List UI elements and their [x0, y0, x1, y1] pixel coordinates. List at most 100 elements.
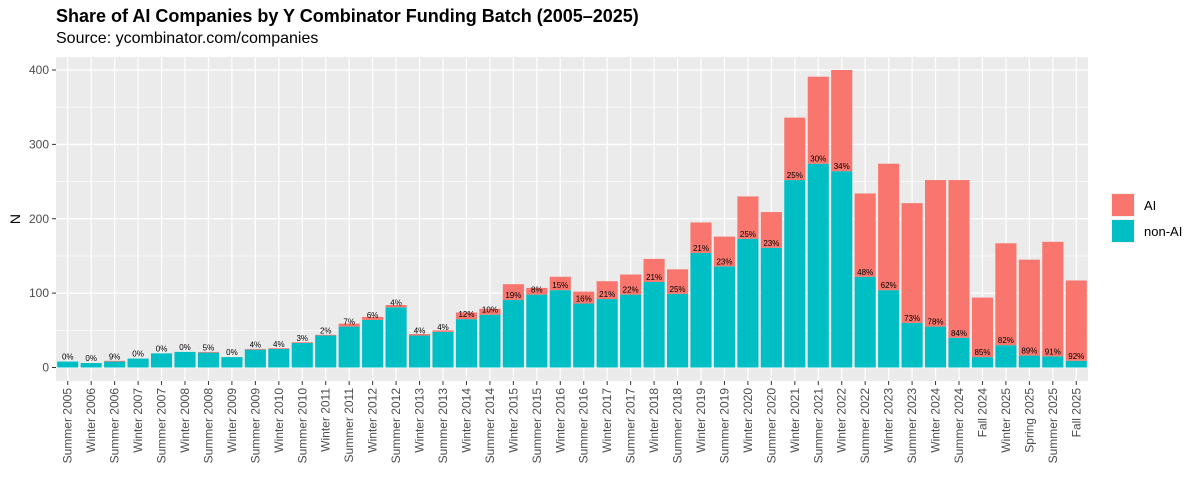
x-tick-label: Winter 2013 — [413, 388, 427, 453]
x-tick-label: Winter 2024 — [929, 388, 943, 453]
bar-ai — [760, 212, 782, 248]
bar-share-label: 85% — [974, 348, 990, 357]
bar-share-label: 0% — [62, 353, 74, 362]
bar-ai — [596, 281, 618, 300]
y-tick-label: 400 — [29, 63, 49, 77]
legend-swatch-non-ai — [1112, 220, 1134, 242]
bar-ai — [620, 274, 642, 295]
bar-share-label: 21% — [646, 273, 662, 282]
x-tick-label: Summer 2015 — [530, 388, 544, 464]
bar-ai — [666, 269, 689, 294]
x-tick-label: Winter 2025 — [999, 388, 1013, 453]
bar-non-ai — [713, 266, 736, 368]
x-tick-label: Summer 2011 — [342, 388, 356, 463]
bar-non-ai — [197, 352, 220, 368]
bar-non-ai — [432, 331, 454, 368]
x-tick-label: Winter 2019 — [694, 388, 708, 453]
bar-share-label: 22% — [623, 286, 639, 295]
bar-share-label: 73% — [904, 314, 920, 323]
bar-ai — [901, 203, 923, 323]
bar-share-label: 0% — [179, 343, 191, 352]
bar-ai — [713, 236, 736, 267]
x-tick-label: Summer 2024 — [952, 388, 966, 464]
bar-share-label: 0% — [132, 350, 144, 359]
bar-ai — [948, 180, 970, 338]
bar-non-ai — [502, 299, 524, 368]
bar-ai — [268, 348, 290, 349]
bar-share-label: 9% — [109, 353, 121, 362]
bar-non-ai — [737, 238, 759, 368]
x-tick-label: Summer 2007 — [155, 388, 169, 464]
x-tick-label: Summer 2014 — [483, 388, 497, 464]
bar-non-ai — [385, 307, 407, 368]
bar-ai — [831, 70, 853, 172]
bar-non-ai — [854, 276, 876, 368]
bar-share-label: 5% — [203, 344, 215, 353]
bar-non-ai — [666, 293, 689, 368]
x-tick-label: Winter 2011 — [319, 388, 333, 452]
x-tick-label: Winter 2021 — [788, 388, 802, 453]
bar-non-ai — [315, 335, 337, 368]
bar-share-label: 4% — [437, 323, 449, 332]
bar-non-ai — [174, 351, 196, 368]
y-tick-label: 200 — [29, 212, 49, 226]
x-tick-label: Winter 2014 — [459, 388, 473, 453]
bar-share-label: 25% — [670, 285, 686, 294]
x-tick-label: Summer 2018 — [671, 388, 685, 464]
bar-non-ai — [1065, 360, 1087, 368]
x-tick-label: Spring 2025 — [1022, 388, 1036, 453]
bar-share-label: 7% — [343, 318, 355, 327]
bar-ai — [573, 291, 595, 304]
x-tick-label: Summer 2017 — [624, 388, 638, 464]
bar-share-label: 3% — [296, 334, 308, 343]
bar-share-label: 4% — [390, 298, 402, 307]
bar-share-label: 48% — [857, 268, 873, 277]
bar-share-label: 30% — [810, 155, 826, 164]
bar-ai — [1065, 280, 1087, 361]
x-tick-label: Summer 2025 — [1046, 388, 1060, 464]
bar-non-ai — [1018, 355, 1040, 368]
x-tick-label: Fall 2024 — [975, 388, 989, 438]
bar-non-ai — [338, 326, 360, 368]
bar-share-label: 84% — [951, 329, 967, 338]
x-tick-label: Summer 2006 — [108, 388, 122, 464]
bar-share-label: 19% — [505, 291, 521, 300]
bar-share-label: 2% — [320, 327, 332, 336]
bar-ai — [737, 196, 759, 239]
bar-non-ai — [760, 247, 782, 368]
x-tick-label: Summer 2010 — [295, 388, 309, 464]
bar-share-label: 16% — [576, 295, 592, 304]
x-tick-label: Summer 2009 — [248, 388, 262, 464]
bar-ai — [526, 287, 548, 295]
bar-non-ai — [995, 345, 1017, 368]
bar-share-label: 82% — [998, 336, 1014, 345]
bar-share-label: 12% — [458, 310, 474, 319]
x-tick-label: Winter 2015 — [506, 388, 520, 453]
x-tick-label: Winter 2010 — [272, 388, 286, 453]
bar-ai — [1018, 259, 1040, 356]
bar-non-ai — [80, 363, 102, 368]
bar-ai — [995, 243, 1017, 346]
bar-non-ai — [291, 342, 313, 368]
bar-ai — [549, 276, 571, 291]
bar-share-label: 4% — [250, 341, 262, 350]
x-tick-label: Winter 2020 — [741, 388, 755, 453]
y-tick-label: 100 — [29, 286, 49, 300]
bar-non-ai — [127, 358, 149, 368]
x-tick-label: Summer 2005 — [61, 388, 75, 464]
bar-share-label: 91% — [1045, 347, 1061, 356]
bar-share-label: 23% — [763, 239, 779, 248]
bar-ai — [643, 258, 665, 282]
bar-non-ai — [878, 290, 900, 368]
x-tick-label: Winter 2008 — [178, 388, 192, 453]
bar-non-ai — [1042, 356, 1064, 368]
chart-title: Share of AI Companies by Y Combinator Fu… — [56, 6, 639, 26]
bar-share-label: 0% — [156, 344, 168, 353]
bar-non-ai — [57, 361, 79, 368]
bar-non-ai — [620, 294, 642, 368]
bar-non-ai — [268, 348, 290, 368]
bar-non-ai — [549, 290, 571, 368]
bar-share-label: 92% — [1068, 352, 1084, 361]
y-tick-label: 0 — [42, 361, 49, 375]
bar-ai — [104, 360, 126, 362]
